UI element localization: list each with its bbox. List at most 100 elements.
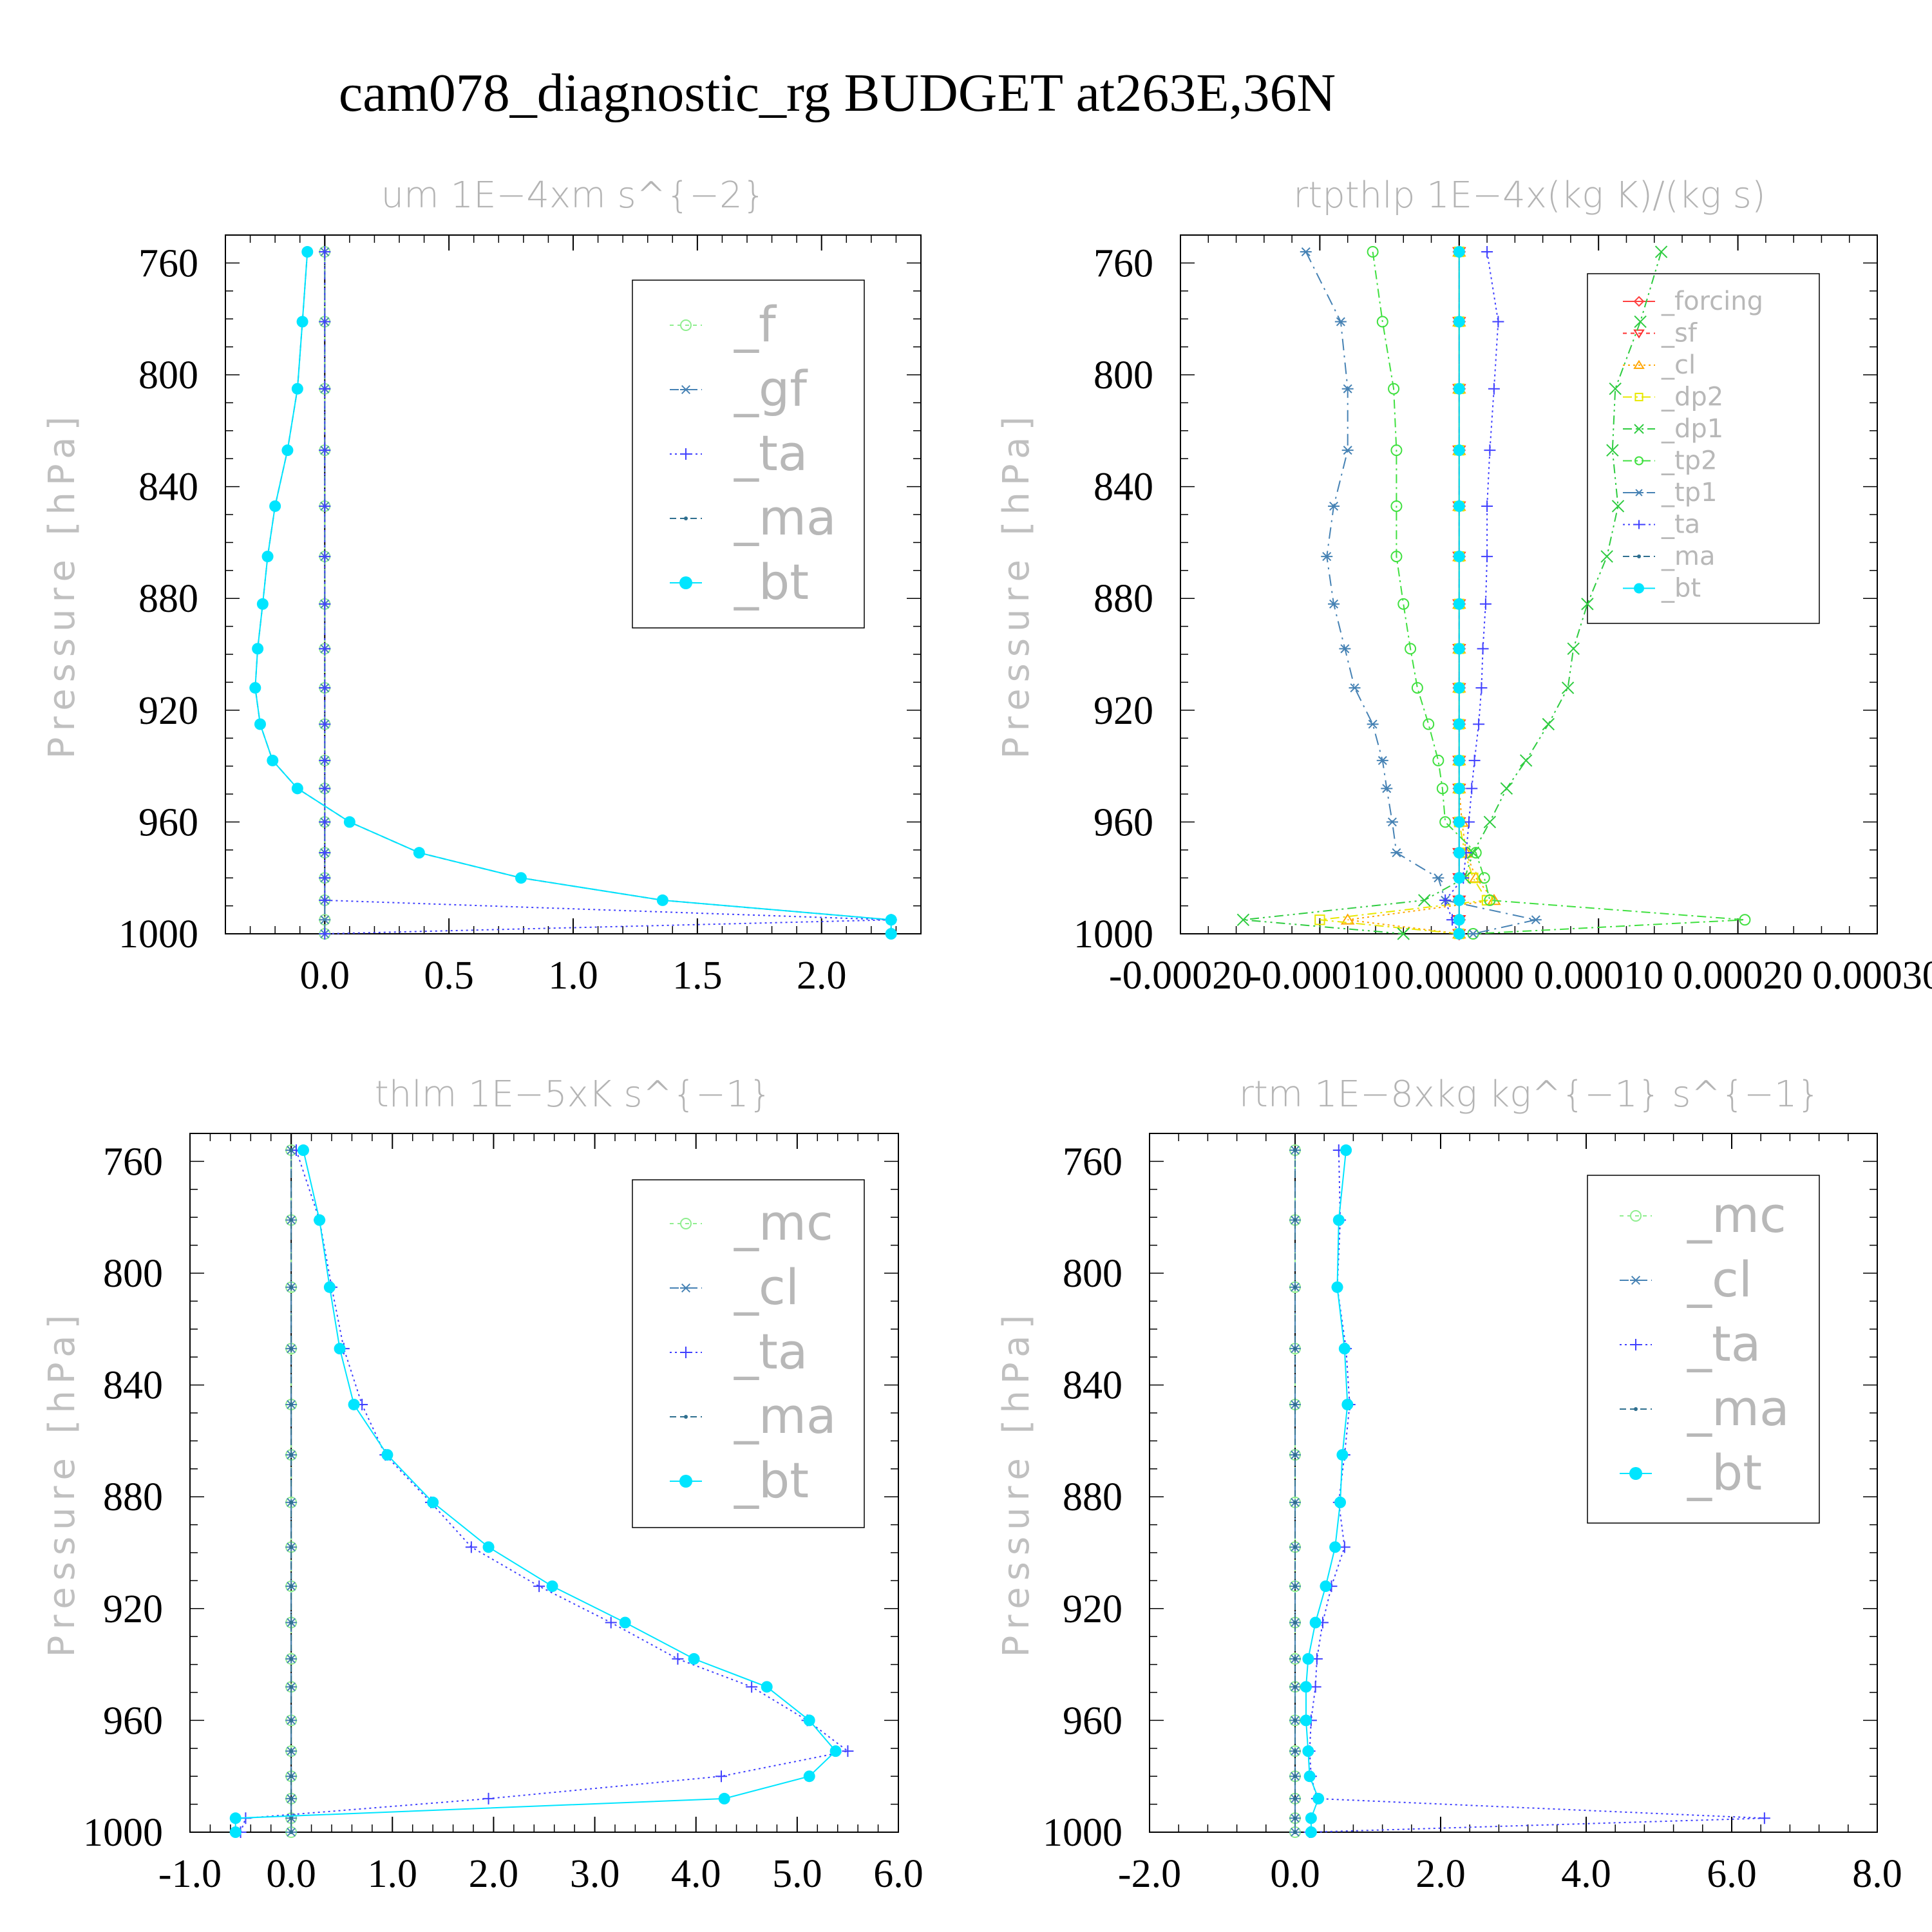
- x-tick-label: 0.00010: [1533, 954, 1663, 998]
- data-point-bt: [291, 383, 303, 395]
- legend-label-mc: _mc: [1687, 1186, 1786, 1244]
- legend-label-tp2: _tp2: [1661, 446, 1718, 476]
- legend-marker-sf: [1633, 329, 1645, 339]
- legend-box: [1587, 273, 1820, 624]
- y-tick-label: 840: [1094, 466, 1153, 509]
- data-point-tp1: [1328, 599, 1340, 609]
- data-point-ma: [1293, 1816, 1297, 1821]
- x-tick-label: 0.00020: [1673, 954, 1803, 998]
- data-point-ta: [319, 816, 331, 828]
- data-point-bt: [1453, 682, 1465, 694]
- data-point-ta: [533, 1580, 545, 1593]
- data-point-bt: [718, 1792, 730, 1804]
- data-point-ma: [289, 1749, 294, 1754]
- legend-label-ma: _ma: [734, 489, 837, 546]
- data-point-ma: [289, 1453, 294, 1457]
- legend-label-cl: _cl: [1661, 350, 1696, 380]
- y-tick-label: 760: [103, 1140, 163, 1184]
- data-point-ma: [289, 1796, 294, 1801]
- data-point-bt: [803, 1770, 815, 1783]
- data-point-tp1: [1386, 817, 1398, 827]
- data-point-ta: [1475, 682, 1488, 694]
- data-point-bt: [427, 1496, 439, 1508]
- data-point-ma: [1293, 1148, 1297, 1153]
- panel-thlm: thlm 1E−5xK s^{−1} Pressure [hPa] 760 800 84…: [41, 1074, 923, 1896]
- data-point-tp1: [1467, 929, 1479, 939]
- data-point-bt: [829, 1745, 842, 1757]
- data-point-ta: [1484, 444, 1496, 457]
- data-point-ma: [1293, 1796, 1297, 1801]
- data-point-ta: [319, 682, 331, 694]
- x-tick-label: -1.0: [158, 1852, 222, 1896]
- data-point-bt: [267, 754, 279, 766]
- data-point-ta: [1439, 894, 1452, 906]
- data-point-ma: [289, 1285, 294, 1289]
- data-point-bt: [1453, 383, 1465, 395]
- data-point-bt: [348, 1398, 360, 1410]
- data-point-tp2: [1397, 598, 1410, 610]
- data-point-bt: [1453, 928, 1465, 940]
- data-point-bt: [1332, 1214, 1345, 1226]
- data-point-bt: [1320, 1580, 1332, 1593]
- data-point-tp1: [1328, 501, 1340, 511]
- data-point-ta: [319, 444, 331, 457]
- x-tick-label: 3.0: [570, 1852, 620, 1896]
- data-point-dp1: [1542, 717, 1555, 731]
- plot-frame: [1180, 234, 1878, 934]
- data-point-tp2: [1478, 872, 1490, 884]
- data-point-tp1: [1349, 683, 1361, 693]
- legend-label-bt: _bt: [734, 553, 809, 611]
- legend-marker-gf: [680, 384, 692, 395]
- x-tick-label: 5.0: [772, 1852, 822, 1896]
- data-point-ta: [1473, 718, 1485, 730]
- y-tick-label: 840: [1063, 1364, 1122, 1408]
- legend-marker-dp1: [1634, 424, 1644, 434]
- data-point-bt: [656, 894, 668, 906]
- panel-rtm: rtm 1E−8xkg kg^{−1} s^{−1} Pressure [hPa]…: [996, 1074, 1902, 1896]
- x-tick-label: 0.00030: [1812, 954, 1932, 998]
- legend-marker-ma: [1637, 554, 1641, 558]
- data-point-dp1: [1236, 913, 1250, 927]
- data-point-bt: [546, 1580, 558, 1593]
- data-point-bt: [1453, 914, 1465, 926]
- data-point-bt: [482, 1541, 495, 1553]
- data-point-dp1: [1606, 444, 1619, 457]
- x-tick-label: 2.0: [1416, 1852, 1466, 1896]
- data-point-gf: [319, 915, 331, 925]
- data-point-dp1: [1397, 927, 1410, 940]
- data-point-bt: [296, 316, 308, 328]
- panel-um: um 1E−4xm s^{−2} Pressure [hPa] 760 800 840 8…: [41, 175, 922, 998]
- data-point-dp1: [1581, 598, 1594, 611]
- y-tick-label: 960: [1063, 1699, 1122, 1743]
- data-point-bt: [381, 1449, 393, 1461]
- y-tick-label: 880: [1063, 1475, 1122, 1519]
- data-point-tp2: [1405, 643, 1417, 655]
- data-point-ta: [842, 1745, 854, 1757]
- data-point-ma: [1293, 1545, 1297, 1549]
- legend-marker-bt: [1634, 583, 1644, 594]
- data-point-ma: [1293, 1347, 1297, 1351]
- data-point-ma: [1293, 1620, 1297, 1625]
- data-point-bt: [1453, 718, 1465, 730]
- data-point-ta: [319, 894, 331, 906]
- data-point-ta: [319, 246, 331, 258]
- data-point-tp1: [1530, 915, 1542, 925]
- x-tick-label: 1.5: [672, 954, 723, 998]
- data-point-ta: [319, 598, 331, 610]
- data-point-bt: [252, 643, 264, 655]
- series-line-bt: [254, 251, 892, 934]
- data-point-tp1: [1300, 247, 1312, 257]
- data-point-bt: [269, 500, 281, 512]
- data-point-tp2: [1484, 894, 1496, 906]
- legend-label-ta: _ta: [734, 424, 808, 482]
- y-tick-label: 960: [138, 800, 198, 844]
- legend-label-ma: _ma: [1661, 542, 1715, 571]
- data-point-bt: [1453, 551, 1465, 563]
- series-line-ta: [240, 1150, 849, 1833]
- data-point-bt: [256, 598, 269, 610]
- data-point-bt: [1312, 1792, 1325, 1804]
- data-point-ma: [289, 1620, 294, 1625]
- data-point-bt: [1309, 1616, 1321, 1629]
- legend-marker-f: [680, 319, 692, 331]
- data-point-ta: [1481, 500, 1493, 512]
